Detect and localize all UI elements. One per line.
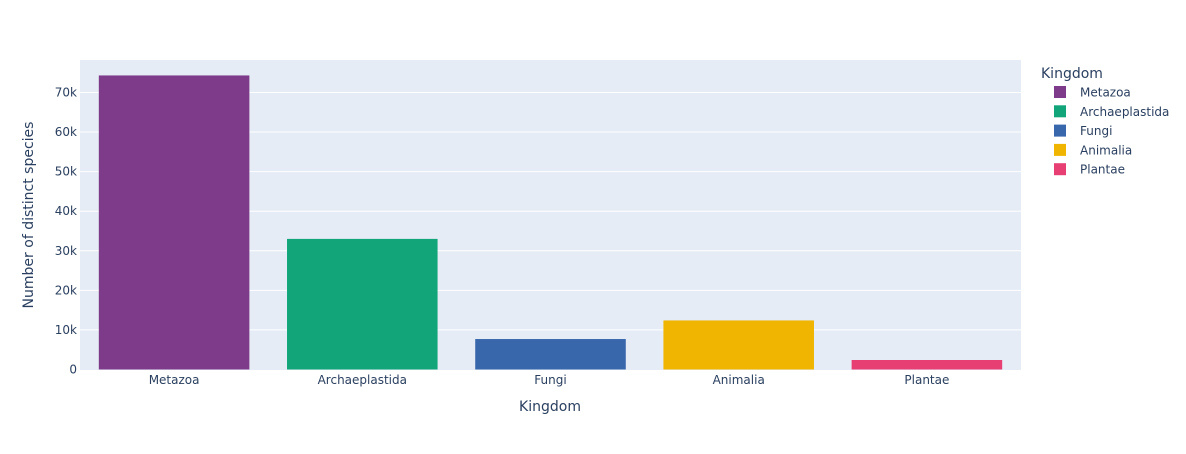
legend-item-metazoa: Metazoa [1080, 86, 1131, 100]
y-tick-label: 30k [55, 244, 77, 258]
bar-plantae [851, 360, 1003, 370]
y-axis-title: Number of distinct species [21, 122, 37, 309]
legend-swatch-animalia [1054, 143, 1066, 156]
legend: Kingdom Metazoa Archaeplastida Fungi Animal… [1041, 66, 1169, 177]
y-tick-label: 40k [55, 204, 77, 218]
bar-archaeplastida [287, 238, 438, 370]
legend-item-fungi: Fungi [1080, 124, 1112, 138]
bar-fungi [475, 339, 626, 370]
bar-metazoa [98, 75, 250, 370]
legend-swatch-archaeplastida [1054, 105, 1066, 118]
legend-swatch-metazoa [1054, 86, 1066, 98]
legend-item-animalia: Animalia [1080, 143, 1132, 157]
y-tick-label: 70k [55, 85, 77, 99]
legend-title: Kingdom [1041, 66, 1103, 82]
y-tick-label: 10k [55, 323, 77, 337]
y-tick-label: 20k [55, 283, 77, 297]
bar-animalia [663, 320, 814, 370]
x-tick-label: Fungi [534, 373, 566, 387]
x-tick-label: Plantae [904, 373, 949, 387]
y-tick-label: 0 [69, 363, 77, 377]
x-axis-title: Kingdom [519, 399, 581, 415]
legend-item-archaeplastida: Archaeplastida [1080, 105, 1169, 119]
x-tick-label: Archaeplastida [318, 373, 407, 387]
legend-swatch-plantae [1054, 163, 1066, 176]
y-tick-label: 50k [55, 165, 77, 179]
legend-item-plantae: Plantae [1080, 163, 1125, 177]
y-tick-label: 60k [55, 125, 77, 139]
legend-swatch-fungi [1054, 124, 1066, 137]
x-tick-label: Animalia [713, 373, 765, 387]
x-tick-label: Metazoa [149, 373, 200, 387]
